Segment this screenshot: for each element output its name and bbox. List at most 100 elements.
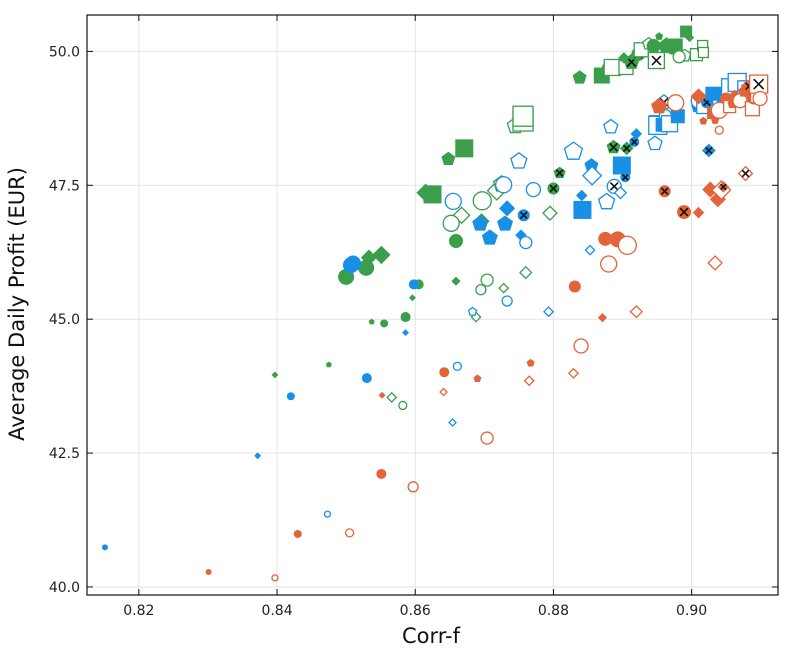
green-circle-point [400,312,411,323]
blue-circle-point [408,279,419,290]
green-circle-point [672,50,686,64]
orange-circle-point [293,529,302,538]
orange-diamond-point [692,206,705,219]
orange-circle-point [376,468,387,479]
orange-circle-point [407,481,419,493]
blue-square-point [670,109,685,124]
orange-circle-point [752,90,768,107]
x-marker [549,184,558,193]
blue-pentagon-point [472,215,489,231]
orange-pentagon-point [526,358,535,367]
green-diamond-point [409,294,416,302]
orange-pentagon-point [651,98,668,114]
green-circle-point [442,214,460,232]
y-tick-label: 45.0 [49,312,80,328]
green-diamond-point [498,282,510,294]
blue-pentagon-point [467,306,478,316]
blue-pentagon-point [510,151,528,169]
orange-diamond-point [523,375,535,387]
blue-diamond-point [499,200,516,217]
orange-diamond-point [378,391,386,399]
orange-diamond-point [567,367,579,379]
orange-circle-point [667,94,685,112]
green-square-point [423,185,442,204]
green-circle-point [475,284,487,296]
orange-circle-point [344,528,355,538]
blue-diamond-point [630,128,643,140]
blue-pentagon-point [647,135,663,151]
green-pentagon-point [368,318,375,325]
y-tick-label: 42.5 [49,446,80,462]
green-pentagon-point [655,32,664,40]
y-axis-title: Average Daily Profit (EUR) [5,167,29,441]
green-circle-point [646,39,661,54]
x-marker [705,146,713,155]
orange-circle-point [617,235,638,255]
blue-pentagon-point [497,215,514,231]
x-marker [609,181,619,191]
orange-circle-point [573,338,589,354]
green-circle-point [472,191,492,211]
green-diamond-point [271,371,279,379]
blue-circle-point [501,295,513,307]
orange-diamond-point [439,387,448,397]
x-marker [753,78,765,90]
y-tick-label: 47.5 [49,178,80,194]
x-marker [679,207,689,217]
blue-circle-point [525,181,542,198]
blue-pentagon-point [584,158,599,172]
x-tick-label: 0.90 [676,603,707,619]
orange-circle-point [480,431,494,445]
blue-circle-point [452,361,463,371]
blue-pentagon-point [597,192,616,210]
blue-diamond-point [576,189,588,202]
axis-ticks: 0.82 0.84 0.86 0.88 0.90 40.0 42.5 45.0 47.5 50.0 [49,15,778,619]
blue-diamond-point [402,329,409,337]
green-square-point [697,46,710,59]
orange-diamond-point [709,191,726,208]
orange-circle-point [271,574,279,582]
green-square-point [603,58,621,77]
x-marker [630,138,638,146]
blue-circle-point [444,192,462,211]
orange-circle-point [714,125,724,135]
x-marker [622,144,631,153]
green-square-point [512,105,534,127]
green-diamond-point [470,311,482,323]
blue-circle-point [101,544,108,551]
x-marker [609,142,618,152]
orange-pentagon-point [473,374,482,383]
x-tick-label: 0.82 [123,603,154,619]
green-pentagon-point [441,151,456,166]
orange-diamond-point [597,312,608,323]
green-diamond-point [519,265,533,280]
blue-circle-point [519,235,533,250]
blue-circle-point [495,176,513,194]
x-marker [720,183,727,191]
orange-pentagon-point [699,116,708,125]
blue-diamond-point [543,306,555,318]
orange-circle-point [600,255,618,273]
orange-diamond-point [690,88,707,105]
data-points [101,25,769,582]
blue-pentagon-point [563,141,584,160]
green-diamond-point [684,32,695,43]
x-marker [651,55,662,66]
y-tick-label: 40.0 [49,580,80,596]
x-tick-label: 0.86 [400,603,431,619]
blue-pentagon-point [603,118,619,134]
green-square-point [455,139,474,158]
blue-circle-point [323,510,332,518]
orange-circle-point [598,231,613,246]
y-tick-label: 50.0 [49,44,80,60]
green-circle-point [448,234,463,249]
x-tick-label: 0.84 [261,603,292,619]
blue-pentagon-point [481,229,498,245]
green-diamond-point [542,205,558,221]
x-marker [519,211,528,220]
blue-diamond-point [584,244,596,256]
green-diamond-point [372,245,391,265]
x-marker [555,169,564,177]
green-diamond-point [451,276,461,286]
green-square-point [668,38,683,53]
